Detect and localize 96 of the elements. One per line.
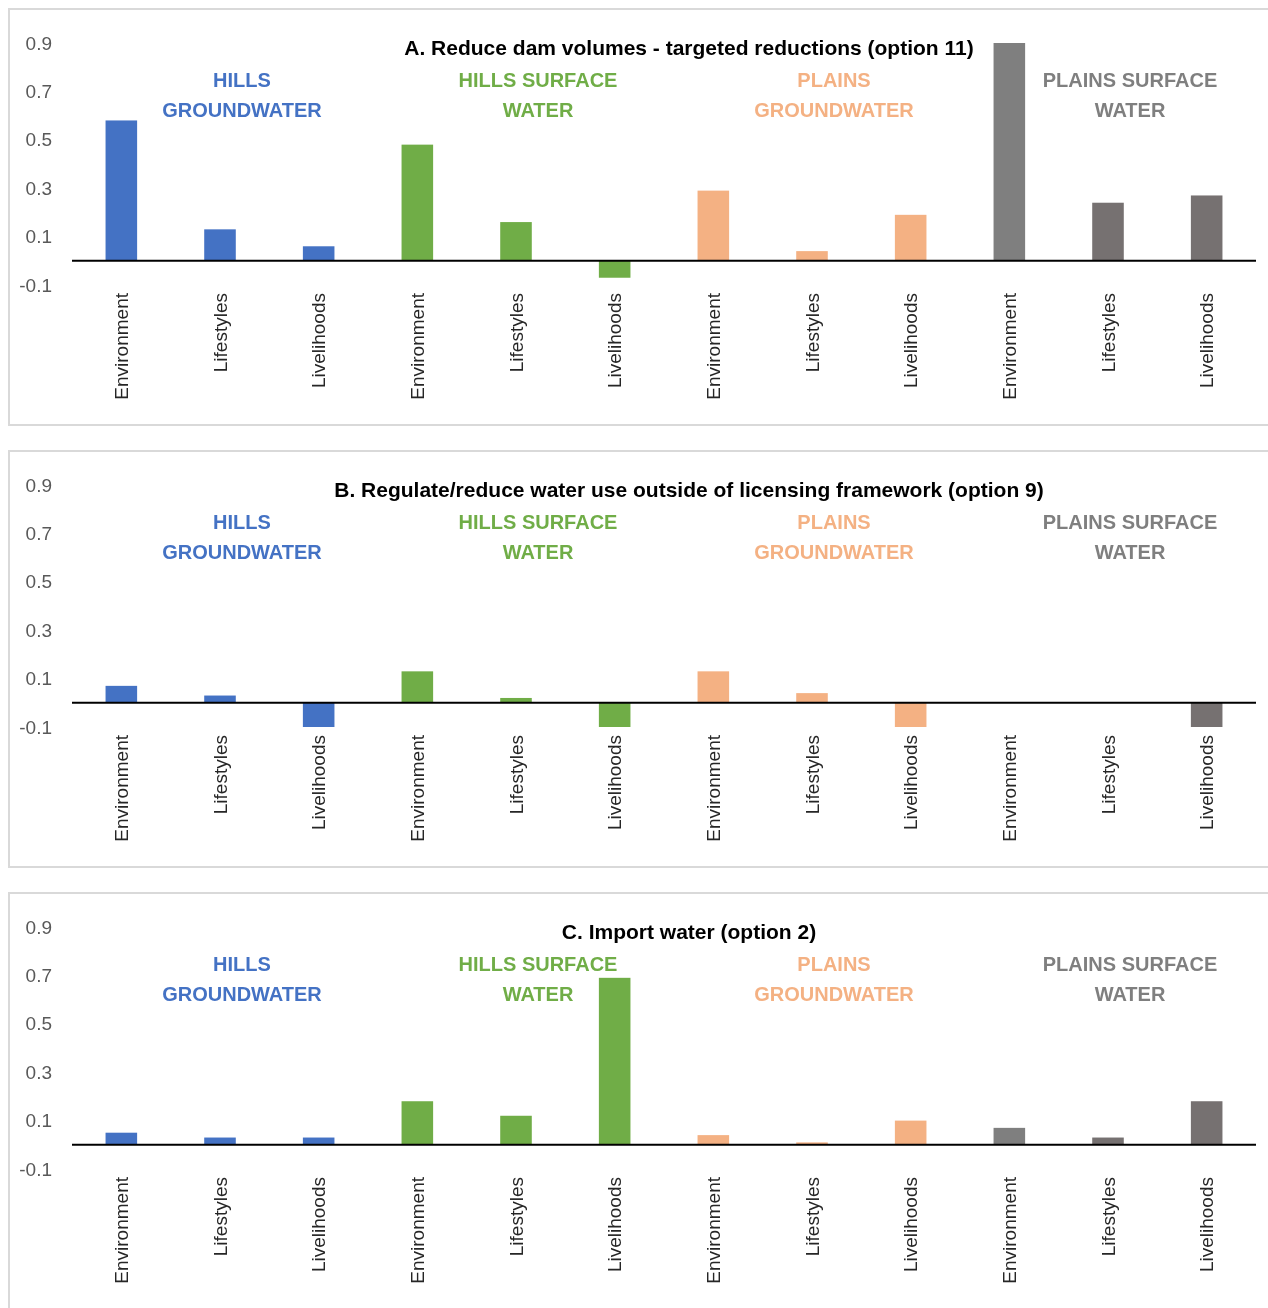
x-tick-label: Lifestyles <box>801 1177 823 1257</box>
bar <box>697 190 730 261</box>
x-tick-label: Environment <box>702 734 724 842</box>
x-tick-label: Environment <box>702 1176 724 1284</box>
annotation: PLAINS GROUNDWATER <box>754 510 915 563</box>
bar <box>401 144 434 261</box>
x-tick-label: Environment <box>406 1176 428 1284</box>
x-tick-label: Lifestyles <box>801 293 823 373</box>
y-tick-label: 0.1 <box>25 1110 52 1132</box>
y-tick-label: 0.7 <box>25 523 52 545</box>
y-tick-label: 0.5 <box>25 1013 52 1035</box>
bar <box>697 671 730 703</box>
x-tick-label: Livelihoods <box>1196 735 1218 831</box>
x-tick-label: Environment <box>702 292 724 400</box>
x-tick-label: Lifestyles <box>209 293 231 373</box>
annotation: PLAINS GROUNDWATER <box>754 68 915 121</box>
y-tick-label: 0.9 <box>25 916 52 938</box>
y-tick-label: 0.9 <box>25 32 52 54</box>
bar <box>796 693 828 703</box>
bar <box>1190 1101 1223 1145</box>
x-tick-label: Lifestyles <box>505 293 527 373</box>
annotation: HILLS GROUNDWATER <box>162 68 323 121</box>
y-tick-label: -0.1 <box>19 274 52 296</box>
annotation: HILLS SURFACE WATER <box>458 68 618 121</box>
y-tick-label: 0.3 <box>25 177 52 199</box>
annotation: PLAINS SURFACE WATER <box>1042 68 1218 121</box>
y-tick-label: 0.7 <box>25 81 52 103</box>
annotation: PLAINS GROUNDWATER <box>754 952 915 1005</box>
x-tick-label: Livelihoods <box>308 293 330 389</box>
bar <box>598 977 631 1145</box>
bar <box>401 671 434 703</box>
bar <box>1092 202 1124 261</box>
bar <box>598 260 631 278</box>
x-tick-label: Lifestyles <box>209 735 231 815</box>
bar <box>894 1120 927 1145</box>
chart-title: B. Regulate/reduce water use outside of licensing framework (option 9) <box>334 478 1044 501</box>
x-tick-label: Lifestyles <box>1097 1177 1119 1257</box>
y-tick-label: -0.1 <box>19 716 52 738</box>
x-tick-label: Environment <box>998 1176 1020 1284</box>
y-tick-label: 0.9 <box>25 474 52 496</box>
y-tick-label: 0.3 <box>25 619 52 641</box>
x-tick-label: Lifestyles <box>505 735 527 815</box>
bar <box>302 702 335 727</box>
x-tick-label: Environment <box>998 734 1020 842</box>
annotation: PLAINS SURFACE WATER <box>1042 952 1218 1005</box>
annotation: HILLS GROUNDWATER <box>162 510 323 563</box>
x-tick-label: Lifestyles <box>209 1177 231 1257</box>
annotation: HILLS SURFACE WATER <box>458 510 618 563</box>
y-tick-label: 0.3 <box>25 1061 52 1083</box>
bar <box>401 1101 434 1145</box>
x-tick-label: Lifestyles <box>801 735 823 815</box>
bar <box>105 120 138 261</box>
y-tick-label: 0.5 <box>25 129 52 151</box>
bar <box>993 1127 1026 1145</box>
bar <box>1190 195 1223 261</box>
x-tick-label: Livelihoods <box>1196 293 1218 389</box>
x-tick-label: Environment <box>406 734 428 842</box>
x-tick-label: Lifestyles <box>1097 735 1119 815</box>
x-tick-label: Livelihoods <box>900 1177 922 1273</box>
y-tick-label: 0.1 <box>25 226 52 248</box>
bar <box>894 702 927 727</box>
x-tick-label: Livelihoods <box>604 735 626 831</box>
x-tick-label: Lifestyles <box>505 1177 527 1257</box>
bar <box>105 685 138 703</box>
x-tick-label: Livelihoods <box>1196 1177 1218 1273</box>
bar <box>302 246 335 261</box>
x-tick-label: Environment <box>406 292 428 400</box>
x-tick-label: Lifestyles <box>1097 293 1119 373</box>
bar <box>993 43 1026 261</box>
x-tick-label: Livelihoods <box>308 735 330 831</box>
y-tick-label: -0.1 <box>19 1158 52 1180</box>
y-tick-label: 0.5 <box>25 571 52 593</box>
x-tick-label: Livelihoods <box>308 1177 330 1273</box>
x-tick-label: Environment <box>110 1176 132 1284</box>
bar <box>500 222 532 261</box>
bar <box>697 1135 730 1145</box>
x-tick-label: Environment <box>110 292 132 400</box>
y-tick-label: 0.1 <box>25 668 52 690</box>
x-tick-label: Livelihoods <box>900 735 922 831</box>
bar <box>598 702 631 727</box>
x-tick-label: Environment <box>110 734 132 842</box>
x-tick-label: Environment <box>998 292 1020 400</box>
bar <box>1190 702 1223 727</box>
chart-title: A. Reduce dam volumes - targeted reductions (option 11) <box>404 36 974 59</box>
annotation: PLAINS SURFACE WATER <box>1042 510 1218 563</box>
x-tick-label: Livelihoods <box>604 1177 626 1273</box>
annotation: HILLS GROUNDWATER <box>162 952 323 1005</box>
bar <box>204 229 236 261</box>
x-tick-label: Livelihoods <box>900 293 922 389</box>
annotation: HILLS SURFACE WATER <box>458 952 618 1005</box>
x-tick-label: Livelihoods <box>604 293 626 389</box>
y-tick-label: 0.7 <box>25 965 52 987</box>
bar <box>894 214 927 261</box>
bar <box>796 251 828 261</box>
chart-title: C. Import water (option 2) <box>561 920 817 943</box>
bar <box>500 1115 532 1145</box>
